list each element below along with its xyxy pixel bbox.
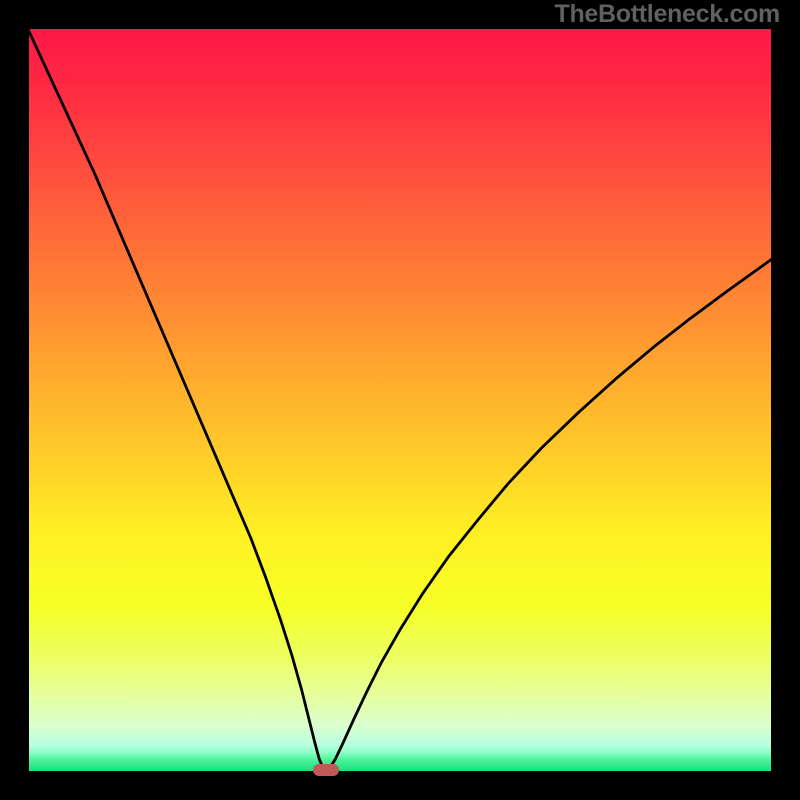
chart-container: { "watermark": { "text": "TheBottleneck.…	[0, 0, 800, 800]
optimal-marker	[313, 764, 339, 776]
plot-area	[27, 27, 773, 773]
watermark-text: TheBottleneck.com	[554, 0, 780, 29]
